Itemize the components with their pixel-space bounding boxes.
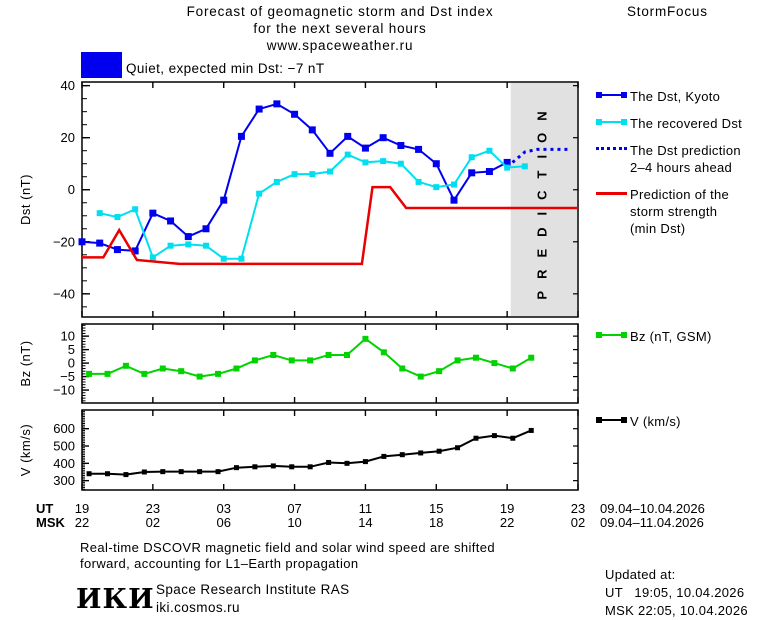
legend-line: The Dst prediction: [630, 143, 741, 158]
y-tick-label: 600: [53, 421, 75, 436]
organization-name: Space Research Institute RAS: [156, 582, 350, 597]
brand-label: StormFocus: [627, 4, 708, 19]
dst-nt-panel: PREDICTION 40 20 0 −20 −40 Dst (nT): [18, 78, 579, 318]
series-bz-nt-gsm: [86, 335, 535, 380]
footnote-line2: forward, accounting for L1–Earth propaga…: [80, 556, 359, 571]
ut-tick-label: 07: [287, 501, 301, 516]
footnote-line1: Real-time DSCOVR magnetic field and sola…: [80, 540, 496, 555]
site-url[interactable]: www.spaceweather.ru: [266, 38, 414, 53]
y-tick-label: 20: [61, 130, 75, 145]
y-tick-label: 40: [61, 78, 75, 93]
x-axis-labels: UTMSK1922230203060710111415181922230209.…: [36, 501, 705, 530]
y-tick-label: −5: [60, 369, 75, 384]
y-tick-label: 5: [68, 342, 75, 357]
series-the-dst-prediction-2-4-hours-ahead: [511, 147, 568, 164]
v-km-s-axis-title: V (km/s): [18, 424, 33, 476]
y-tick-label: 300: [53, 473, 75, 488]
msk-tick-label: 22: [500, 515, 514, 530]
legend-label: The recovered Dst: [630, 116, 743, 131]
legend-item-v: V (km/s): [596, 413, 681, 430]
ut-date-range: 09.04–10.04.2026: [600, 501, 705, 516]
updated-at-label: Updated at:: [605, 567, 676, 582]
bz-nt-axis-title: Bz (nT): [18, 340, 33, 386]
legend-line: storm strength: [630, 204, 718, 219]
dst-nt-axis-title: Dst (nT): [18, 174, 33, 225]
msk-tick-label: 22: [75, 515, 89, 530]
series-v-km-s: [86, 427, 534, 478]
bz-nt-border: [81, 323, 579, 404]
msk-tick-label: 02: [571, 515, 585, 530]
v-marker: [596, 417, 627, 423]
legend-label: Bz (nT, GSM): [630, 329, 712, 344]
legend-item-bz: Bz (nT, GSM): [596, 328, 712, 345]
y-tick-label: −40: [53, 286, 75, 301]
updated-ut-time: UT 19:05, 10.04.2026: [605, 585, 745, 600]
y-tick-label: −10: [53, 383, 75, 398]
v-km-s-panel: 600 500 400 300 V (km/s): [18, 409, 579, 491]
legend-item-storm-strength: Prediction of the storm strength (min Ds…: [596, 186, 729, 237]
msk-tick-label: 02: [146, 515, 160, 530]
series-the-recovered-dst: [96, 147, 528, 262]
ut-tick-label: 19: [75, 501, 89, 516]
prediction-band-label: PREDICTION: [534, 99, 549, 299]
dst-nt-border: [81, 81, 579, 318]
y-tick-label: 500: [53, 439, 75, 454]
series-prediction-of-the-storm-strength-min-dst: [82, 185, 578, 266]
legend-line: Prediction of the: [630, 187, 730, 202]
dst-prediction-marker: [596, 147, 627, 150]
storm-level-swatch: [81, 52, 122, 78]
ut-tick-label: 03: [216, 501, 230, 516]
ut-tick-label: 15: [429, 501, 443, 516]
recovered-dst-marker: [596, 119, 627, 125]
legend-line: 2–4 hours ahead: [630, 160, 733, 175]
organization-site-link[interactable]: iki.cosmos.ru: [156, 600, 240, 615]
ut-tick-label: 23: [571, 501, 585, 516]
legend-label: V (km/s): [630, 414, 681, 429]
storm-strength-marker: [596, 192, 627, 195]
v-km-s-border: [81, 409, 579, 491]
page-title-line1: Forecast of geomagnetic storm and Dst in…: [186, 4, 494, 19]
y-tick-label: 0: [68, 182, 75, 197]
legend-item-dst-prediction: The Dst prediction 2–4 hours ahead: [596, 142, 741, 176]
msk-row-label: MSK: [36, 515, 66, 530]
legend-line: (min Dst): [630, 221, 686, 236]
msk-tick-label: 06: [216, 515, 230, 530]
ut-tick-label: 23: [146, 501, 160, 516]
dst-kyoto-marker: [596, 92, 627, 98]
msk-date-range: 09.04–11.04.2026: [600, 515, 704, 530]
legend-label: The Dst, Kyoto: [630, 89, 721, 104]
prediction-band: [510, 83, 577, 316]
y-tick-label: 10: [61, 329, 75, 344]
y-tick-label: −20: [53, 234, 75, 249]
legend-item-recovered-dst: The recovered Dst: [596, 115, 742, 132]
msk-tick-label: 14: [358, 515, 372, 530]
storm-status-text: Quiet, expected min Dst: −7 nT: [126, 61, 325, 76]
y-tick-label: 0: [68, 356, 75, 371]
msk-tick-label: 18: [429, 515, 443, 530]
ut-row-label: UT: [36, 501, 53, 516]
page-title-line2: for the next several hours: [253, 21, 427, 36]
legend-label: Prediction of the storm strength (min Ds…: [630, 186, 729, 237]
iki-logo: ИКИ: [76, 584, 155, 615]
ut-tick-label: 11: [359, 501, 373, 516]
legend-item-dst-kyoto: The Dst, Kyoto: [596, 88, 720, 105]
bz-marker: [596, 332, 627, 338]
legend-label: The Dst prediction 2–4 hours ahead: [630, 142, 741, 176]
updated-msk-time: MSK 22:05, 10.04.2026: [605, 603, 748, 618]
ut-tick-label: 19: [500, 501, 514, 516]
series-the-dst-kyoto: [78, 100, 511, 255]
msk-tick-label: 10: [287, 515, 301, 530]
y-tick-label: 400: [53, 456, 75, 471]
